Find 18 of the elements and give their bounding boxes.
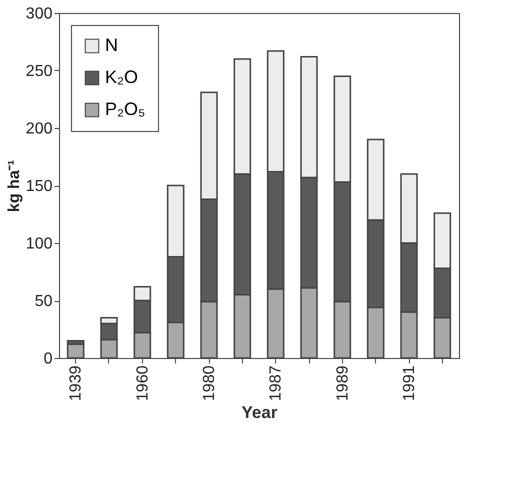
legend-label: K₂O (105, 67, 138, 87)
x-tick-label: 1991 (401, 365, 418, 402)
y-tick-label: 50 (34, 293, 53, 310)
y-tick-label: 300 (26, 6, 53, 22)
legend-label: P₂O₅ (105, 99, 146, 119)
x-tick-label: 1989 (334, 365, 352, 402)
legend-label: N (105, 35, 118, 55)
x-tick-label: 1980 (201, 365, 218, 402)
x-tick-label: 1987 (268, 365, 285, 402)
y-tick-label: 0 (44, 350, 53, 368)
x-tick-label: 1960 (134, 365, 152, 402)
x-tick-label: 1939 (68, 365, 85, 402)
y-tick-label: 100 (26, 236, 53, 252)
y-tick-label: 200 (26, 120, 53, 138)
y-tick-label: 150 (26, 178, 53, 195)
y-axis-title: kg ha⁻¹ (6, 160, 23, 212)
y-tick-label: 250 (26, 63, 53, 80)
x-axis-title: Year (242, 403, 278, 422)
